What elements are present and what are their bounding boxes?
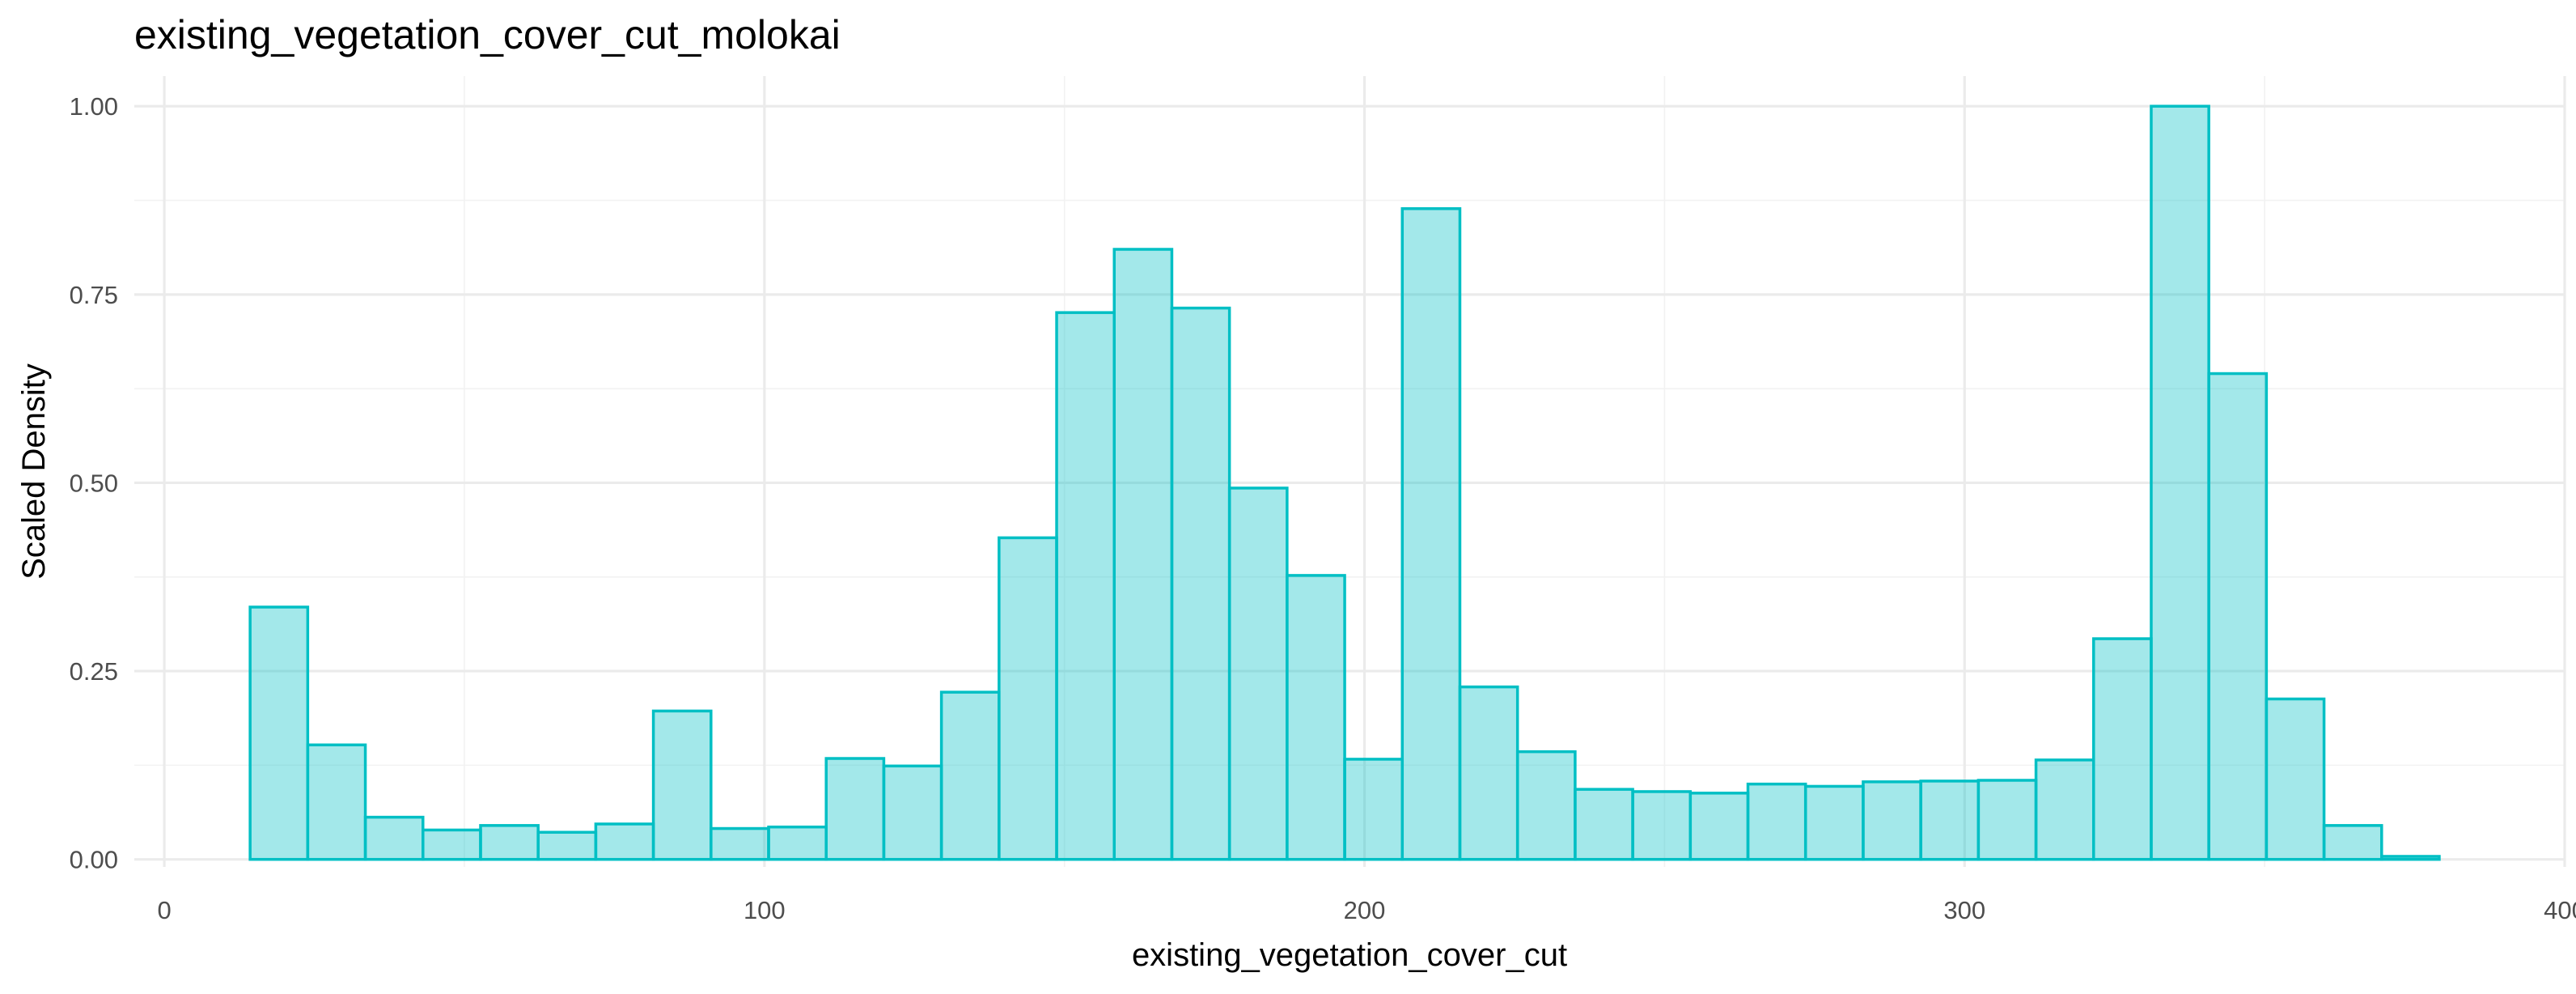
y-axis-title: Scaled Density bbox=[16, 363, 52, 580]
histogram-bar bbox=[1286, 574, 1346, 861]
histogram-bar bbox=[1976, 779, 2038, 861]
histogram-bar bbox=[1862, 780, 1922, 861]
histogram-bar bbox=[998, 536, 1058, 861]
y-tick-label: 0.00 bbox=[70, 846, 118, 874]
histogram-bar bbox=[536, 830, 598, 861]
x-tick-label: 0 bbox=[157, 896, 171, 924]
histogram-bars bbox=[248, 104, 2441, 861]
y-tick-label: 0.25 bbox=[70, 657, 118, 686]
histogram-bar bbox=[1803, 784, 1865, 861]
histogram-bar bbox=[1688, 792, 1750, 861]
histogram-bar bbox=[2091, 637, 2153, 861]
histogram-bar bbox=[1227, 486, 1289, 861]
histogram-bar bbox=[2322, 824, 2383, 861]
x-tick-label: 300 bbox=[1943, 896, 1985, 924]
y-tick-label: 0.75 bbox=[70, 281, 118, 309]
histogram-bar bbox=[882, 764, 943, 861]
histogram-bar bbox=[1400, 207, 1462, 861]
y-tick-label: 0.50 bbox=[70, 469, 118, 497]
histogram-bar bbox=[824, 757, 886, 861]
histogram-bar bbox=[1515, 750, 1577, 861]
histogram-bar bbox=[1746, 782, 1807, 861]
x-axis-title: existing_vegetation_cover_cut bbox=[1132, 937, 1567, 973]
histogram-bar bbox=[422, 828, 482, 861]
histogram-bar bbox=[2150, 104, 2210, 861]
chart-title: existing_vegetation_cover_cut_molokai bbox=[134, 12, 841, 57]
x-tick-label: 400 bbox=[2544, 896, 2576, 924]
histogram-bar bbox=[2034, 758, 2095, 861]
histogram-bar bbox=[479, 824, 540, 861]
histogram-bar bbox=[651, 709, 713, 861]
histogram-bar bbox=[1170, 306, 1231, 861]
histogram-bar bbox=[1343, 758, 1405, 861]
histogram-bar bbox=[710, 826, 770, 861]
histogram-bar bbox=[2380, 855, 2441, 861]
y-axis-ticks: 0.00 0.25 0.50 0.75 1.00 bbox=[70, 92, 118, 873]
histogram-bar bbox=[1574, 788, 1634, 861]
histogram-bar bbox=[1055, 311, 1116, 861]
histogram-bar bbox=[1458, 685, 1519, 861]
x-tick-label: 200 bbox=[1344, 896, 1386, 924]
histogram-bar bbox=[594, 822, 655, 861]
histogram-bar bbox=[1112, 248, 1174, 861]
histogram-bar bbox=[939, 690, 1001, 861]
histogram-bar bbox=[2265, 697, 2326, 861]
histogram-bar bbox=[767, 825, 828, 861]
histogram-bar bbox=[1631, 790, 1693, 861]
x-tick-label: 100 bbox=[744, 896, 786, 924]
x-axis-ticks: 0 100 200 300 400 bbox=[157, 896, 2576, 924]
histogram-bar bbox=[306, 743, 367, 861]
histogram-bar bbox=[363, 815, 425, 861]
histogram-bar bbox=[1919, 779, 1981, 861]
histogram-bar bbox=[2207, 372, 2269, 861]
y-tick-label: 1.00 bbox=[70, 92, 118, 121]
histogram-bar bbox=[248, 605, 310, 861]
